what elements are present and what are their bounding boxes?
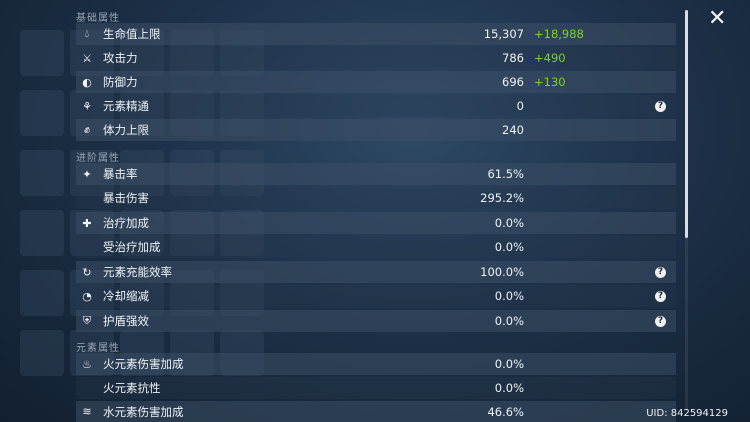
stat-row-energy-recharge: ↻ 元素充能效率 100.0% ? [76,261,676,283]
energy-recharge-icon: ↻ [82,265,92,279]
elemental-mastery-icon: ⚘ [82,99,92,113]
help-icon[interactable]: ? [655,315,666,327]
stat-label: 体力上限 [103,123,149,137]
stat-label: 暴击伤害 [103,191,149,205]
stat-label: 受治疗加成 [103,240,161,254]
stat-label: 元素充能效率 [103,265,172,279]
stat-value: 0.0% [494,357,524,371]
stat-label: 冷却缩减 [103,289,149,303]
stat-row-crit-dmg: 暴击伤害 295.2% [76,187,676,209]
help-icon[interactable]: ? [655,100,666,112]
stat-label: 火元素伤害加成 [103,357,184,371]
stat-row-shield-strength: ⛨ 护盾强效 0.0% ? [76,310,676,332]
stat-row-atk: ⚔︎ 攻击力 786 +490 [76,47,676,69]
section-title-basic: 基础属性 [76,13,120,24]
stat-row-hydro-dmg: ≋ 水元素伤害加成 46.6% [76,401,676,422]
section-title-advanced: 进阶属性 [76,153,120,164]
close-icon[interactable]: ✕ [708,6,727,31]
help-icon[interactable]: ? [655,290,666,302]
stat-value: 0 [516,99,524,113]
section-title-elemental: 元素属性 [76,343,120,354]
uid-label: UID: 842594129 [646,408,728,419]
stat-row-pyro-res: 火元素抗性 0.0% [76,377,676,399]
stat-row-def: ◐ 防御力 696 +130 [76,71,676,93]
stat-label: 水元素伤害加成 [103,404,184,419]
stat-row-stamina: ✊︎ 体力上限 240 [76,119,676,141]
stat-bonus: +490 [534,51,566,65]
stat-label: 治疗加成 [103,216,149,230]
cooldown-icon: ◔ [82,289,92,303]
stat-value: 0.0% [494,216,524,230]
pyro-icon: ♨ [82,357,92,371]
stat-label: 生命值上限 [103,27,161,41]
stat-value: 786 [502,51,524,65]
stat-bonus: +130 [534,75,566,89]
stat-row-crit-rate: ✦ 暴击率 61.5% [76,163,676,185]
shield-strength-icon: ⛨ [82,314,92,327]
stat-label: 护盾强效 [103,314,149,328]
hydro-icon: ≋ [82,405,92,418]
stat-label: 攻击力 [103,51,138,65]
stat-value: 61.5% [487,167,524,181]
stat-value: 0.0% [494,240,524,254]
stat-label: 元素精通 [103,99,149,113]
sword-icon: ⚔︎ [82,51,92,65]
scrollbar-thumb[interactable] [685,10,688,238]
stat-value: 0.0% [494,289,524,303]
stat-value: 0.0% [494,314,524,328]
stat-row-elemental-mastery: ⚘ 元素精通 0 ? [76,95,676,117]
stamina-icon: ✊︎ [83,123,91,136]
help-icon[interactable]: ? [655,266,666,278]
crit-icon: ✦ [82,167,92,181]
stat-value: 240 [502,123,524,137]
shield-icon: ◐ [82,75,92,89]
stat-value: 15,307 [483,27,524,41]
stat-label: 暴击率 [103,167,138,181]
stat-value: 0.0% [494,381,524,395]
stat-label: 防御力 [103,75,138,89]
stat-value: 696 [502,75,524,89]
stat-bonus: +18,988 [534,27,584,41]
healing-cross-icon: ✚ [82,216,92,230]
stat-row-incoming-healing: 受治疗加成 0.0% [76,236,676,258]
stat-row-pyro-dmg: ♨ 火元素伤害加成 0.0% [76,353,676,375]
stat-label: 火元素抗性 [103,381,161,395]
stat-row-hp: 💧︎ 生命值上限 15,307 +18,988 [76,23,676,45]
stat-value: 100.0% [480,265,524,279]
stat-row-healing: ✚ 治疗加成 0.0% [76,212,676,234]
hp-drop-icon: 💧︎ [84,27,90,40]
stat-row-cooldown-reduction: ◔ 冷却缩减 0.0% ? [76,285,676,307]
stat-value: 46.6% [487,404,524,419]
stat-value: 295.2% [480,191,524,205]
